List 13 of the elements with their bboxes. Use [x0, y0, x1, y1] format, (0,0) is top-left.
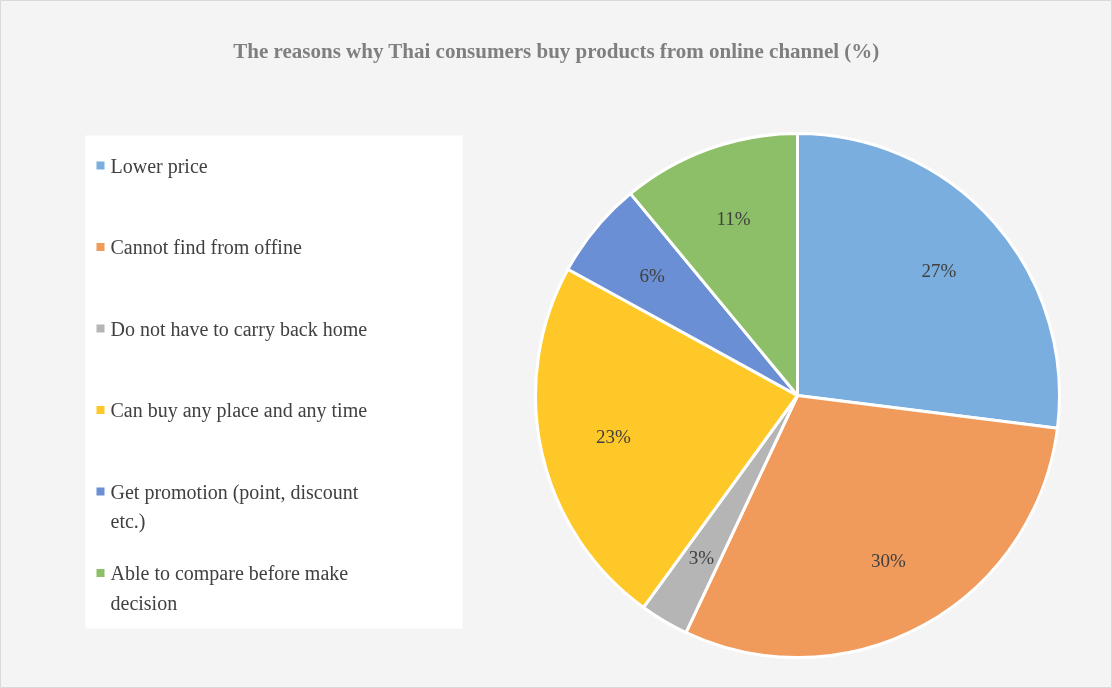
data-label: 30%	[870, 550, 906, 572]
data-label: 23%	[595, 426, 631, 448]
chart-title: The reasons why Thai consumers buy products from online channel (%)	[233, 38, 880, 63]
legend-label: Do not have to carry back home	[110, 317, 368, 341]
data-label: 11%	[716, 207, 751, 229]
legend-label: Cannot find from offine	[110, 236, 302, 258]
legend-label: Able to compare before make decision	[110, 562, 349, 614]
legend-label: Lower price	[110, 154, 208, 178]
legend-label: Get promotion (point, discount etc.)	[110, 480, 359, 534]
data-label: 3%	[688, 547, 715, 569]
data-label: 27%	[921, 260, 957, 282]
data-label: 6%	[639, 264, 665, 286]
legend-label: Can buy any place and any time	[110, 399, 368, 422]
